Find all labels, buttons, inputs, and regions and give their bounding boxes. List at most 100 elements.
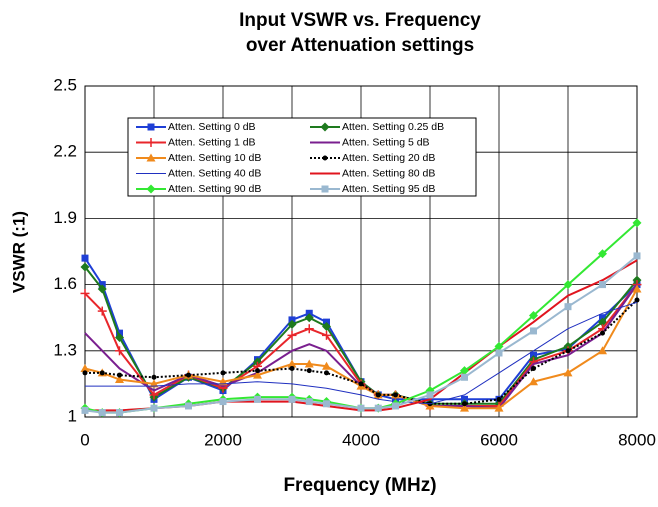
marker-triangle — [460, 403, 469, 412]
marker — [306, 368, 312, 374]
marker — [529, 377, 538, 386]
marker — [565, 348, 571, 354]
y-tick-label: 1.6 — [53, 274, 77, 293]
marker-circle — [531, 365, 536, 371]
plot-frame — [84, 85, 638, 418]
marker-triangle — [149, 379, 159, 388]
marker-triangle — [287, 359, 297, 368]
x-tick-label: 8000 — [618, 430, 656, 449]
series-line — [84, 255, 638, 414]
x-tick-label: 6000 — [480, 430, 518, 449]
marker-triangle — [598, 346, 607, 355]
marker-circle — [99, 370, 105, 376]
marker — [80, 363, 90, 372]
marker-circle — [462, 401, 467, 407]
series-line — [85, 299, 638, 405]
marker-square — [147, 123, 155, 131]
x-tick-label: 0 — [80, 430, 89, 449]
marker — [116, 409, 123, 417]
legend-label: Atten. Setting 0 dB — [168, 121, 256, 133]
marker — [460, 403, 469, 412]
marker-circle — [324, 370, 329, 376]
marker-triangle — [253, 370, 262, 379]
legend-label: Atten. Setting 1 dB — [168, 136, 256, 148]
marker — [149, 390, 159, 400]
marker — [529, 310, 538, 320]
marker — [357, 404, 365, 412]
marker — [185, 402, 192, 410]
y-tick-label: 1.3 — [53, 340, 77, 359]
marker-triangle — [304, 359, 314, 368]
marker — [599, 281, 606, 289]
marker-square — [81, 254, 89, 262]
marker — [305, 398, 313, 406]
marker — [564, 303, 572, 311]
marker — [289, 365, 295, 371]
marker — [374, 404, 382, 412]
marker-circle — [289, 365, 295, 371]
y-tick-label: 2.5 — [53, 75, 77, 94]
marker — [322, 322, 331, 332]
marker — [81, 254, 89, 262]
marker — [287, 359, 297, 368]
marker-diamond — [146, 184, 156, 194]
marker — [186, 372, 191, 378]
marker — [323, 400, 330, 408]
y-tick-label: 2.2 — [53, 142, 77, 161]
marker-triangle — [529, 377, 538, 386]
marker — [375, 392, 381, 398]
marker-diamond — [322, 322, 331, 332]
marker — [288, 395, 296, 403]
marker-circle — [634, 297, 640, 303]
marker-diamond — [287, 319, 297, 329]
marker-square — [461, 373, 468, 381]
marker-square — [357, 404, 365, 412]
marker — [322, 361, 331, 370]
legend-label: Atten. Setting 10 dB — [168, 152, 261, 164]
marker — [150, 404, 158, 412]
marker-triangle — [632, 284, 642, 293]
marker-square — [633, 252, 641, 260]
legend-label: Atten. Setting 0.25 dB — [342, 121, 444, 133]
marker-circle — [186, 372, 191, 378]
marker — [461, 373, 468, 381]
marker — [392, 402, 399, 410]
legend-label: Atten. Setting 90 dB — [168, 183, 261, 195]
marker-diamond — [304, 313, 314, 323]
marker-square — [564, 303, 572, 311]
marker — [253, 370, 262, 379]
chart-title: over Attenuation settings — [246, 35, 474, 56]
marker-circle — [393, 392, 398, 398]
marker-square — [81, 406, 89, 414]
series-line — [84, 257, 638, 401]
marker — [219, 398, 227, 406]
marker-circle — [375, 392, 381, 398]
marker-square — [392, 402, 399, 410]
marker-square — [426, 391, 434, 399]
legend-box — [127, 117, 477, 197]
marker — [462, 401, 467, 407]
series-line — [84, 284, 638, 410]
marker — [115, 374, 124, 383]
legend-label: Atten. Setting 80 dB — [342, 167, 435, 179]
marker-circle — [117, 372, 122, 378]
legend-label: Atten. Setting 20 dB — [342, 152, 435, 164]
marker — [98, 409, 106, 417]
marker — [600, 330, 605, 336]
marker — [218, 377, 228, 386]
marker — [97, 306, 107, 316]
marker — [494, 341, 504, 351]
marker — [97, 284, 107, 294]
marker-circle — [255, 368, 260, 374]
marker-square — [116, 409, 123, 417]
marker-diamond — [80, 262, 90, 272]
marker — [304, 324, 314, 334]
marker-triangle — [80, 363, 90, 372]
marker — [322, 330, 331, 340]
x-tick-label: 4000 — [342, 430, 380, 449]
marker-square — [323, 400, 330, 408]
series-line — [84, 283, 638, 407]
marker — [115, 346, 124, 356]
x-axis-label: Frequency (MHz) — [283, 475, 436, 496]
